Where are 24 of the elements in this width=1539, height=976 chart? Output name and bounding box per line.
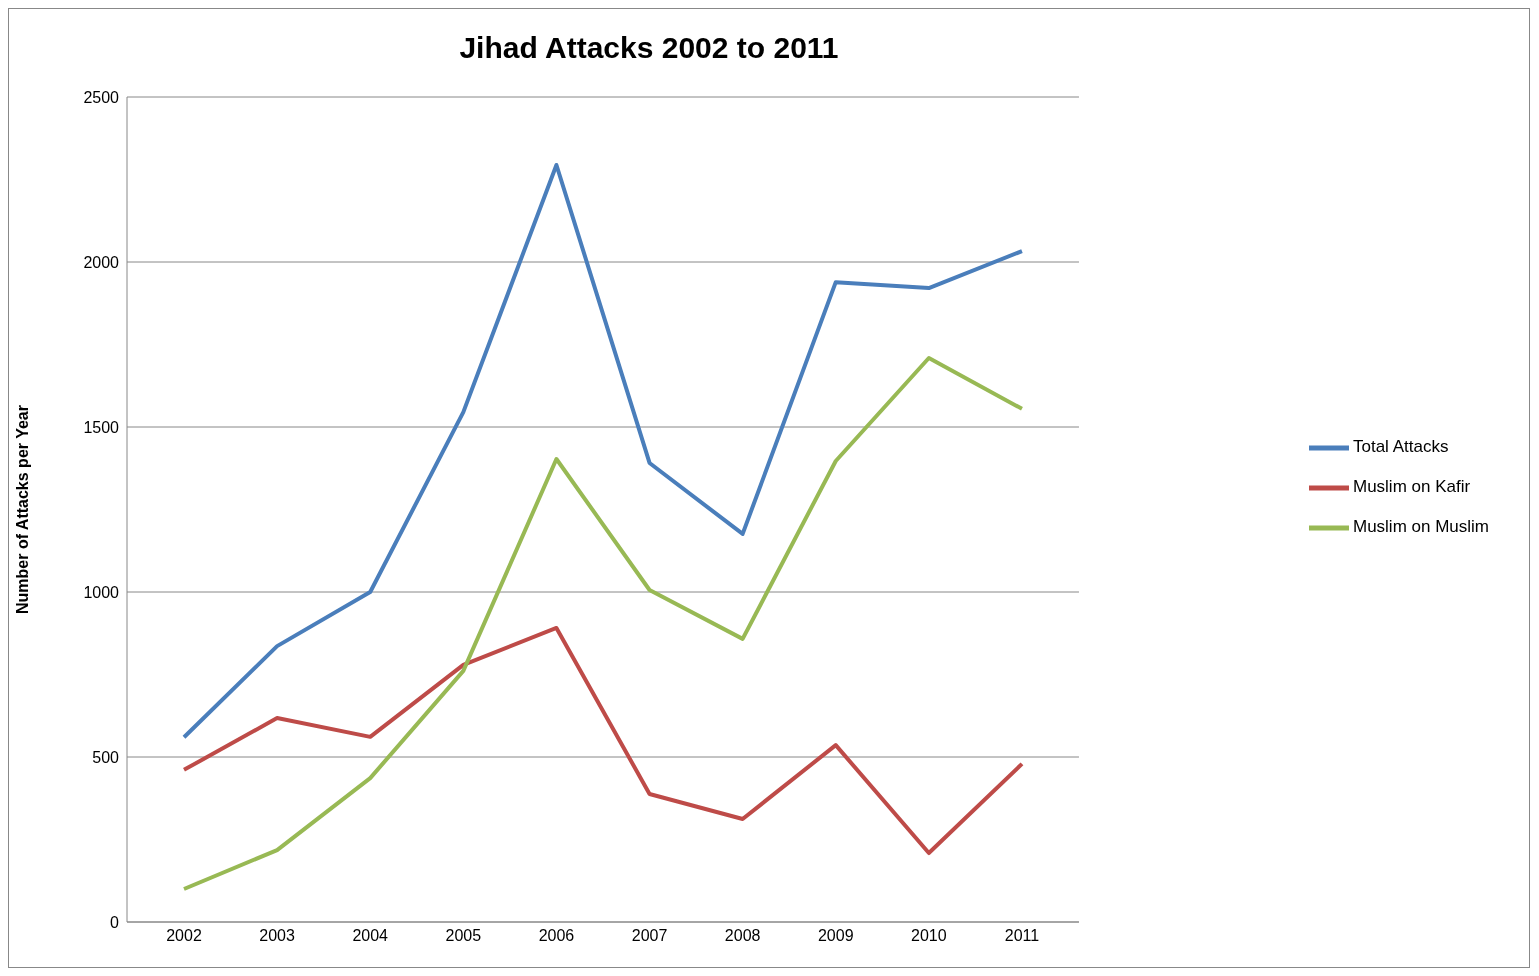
y-tick-label: 2000 [83,253,120,271]
y-tick-label: 500 [92,748,120,766]
x-tick-label: 2008 [724,927,761,945]
x-tick-label: 2003 [259,927,296,945]
x-tick-label: 2011 [1004,927,1040,945]
y-tick-label: 1500 [83,418,120,436]
y-tick-label: 0 [110,913,120,931]
y-tick-label: 2500 [83,88,120,106]
x-tick-label: 2006 [538,927,575,945]
x-tick-label: 2007 [631,927,668,945]
x-tick-label: 2002 [166,927,202,945]
line-series [182,356,1024,891]
x-tick-label: 2009 [817,927,854,945]
x-tick-label: 2010 [911,927,947,945]
chart-title: Jihad Attacks 2002 to 2011 [458,31,840,65]
y-axis-title: Number of Attacks per Year [13,405,31,614]
legend-label: Muslim on Kafir [1352,477,1471,497]
y-tick-label: 1000 [83,583,120,601]
x-tick-label: 2004 [352,927,389,945]
line-series [182,162,1024,740]
legend-label: Muslim on Muslim [1352,517,1489,537]
line-series [182,625,1024,856]
legend-label: Total Attacks [1352,437,1449,457]
x-tick-label: 2005 [445,927,482,945]
